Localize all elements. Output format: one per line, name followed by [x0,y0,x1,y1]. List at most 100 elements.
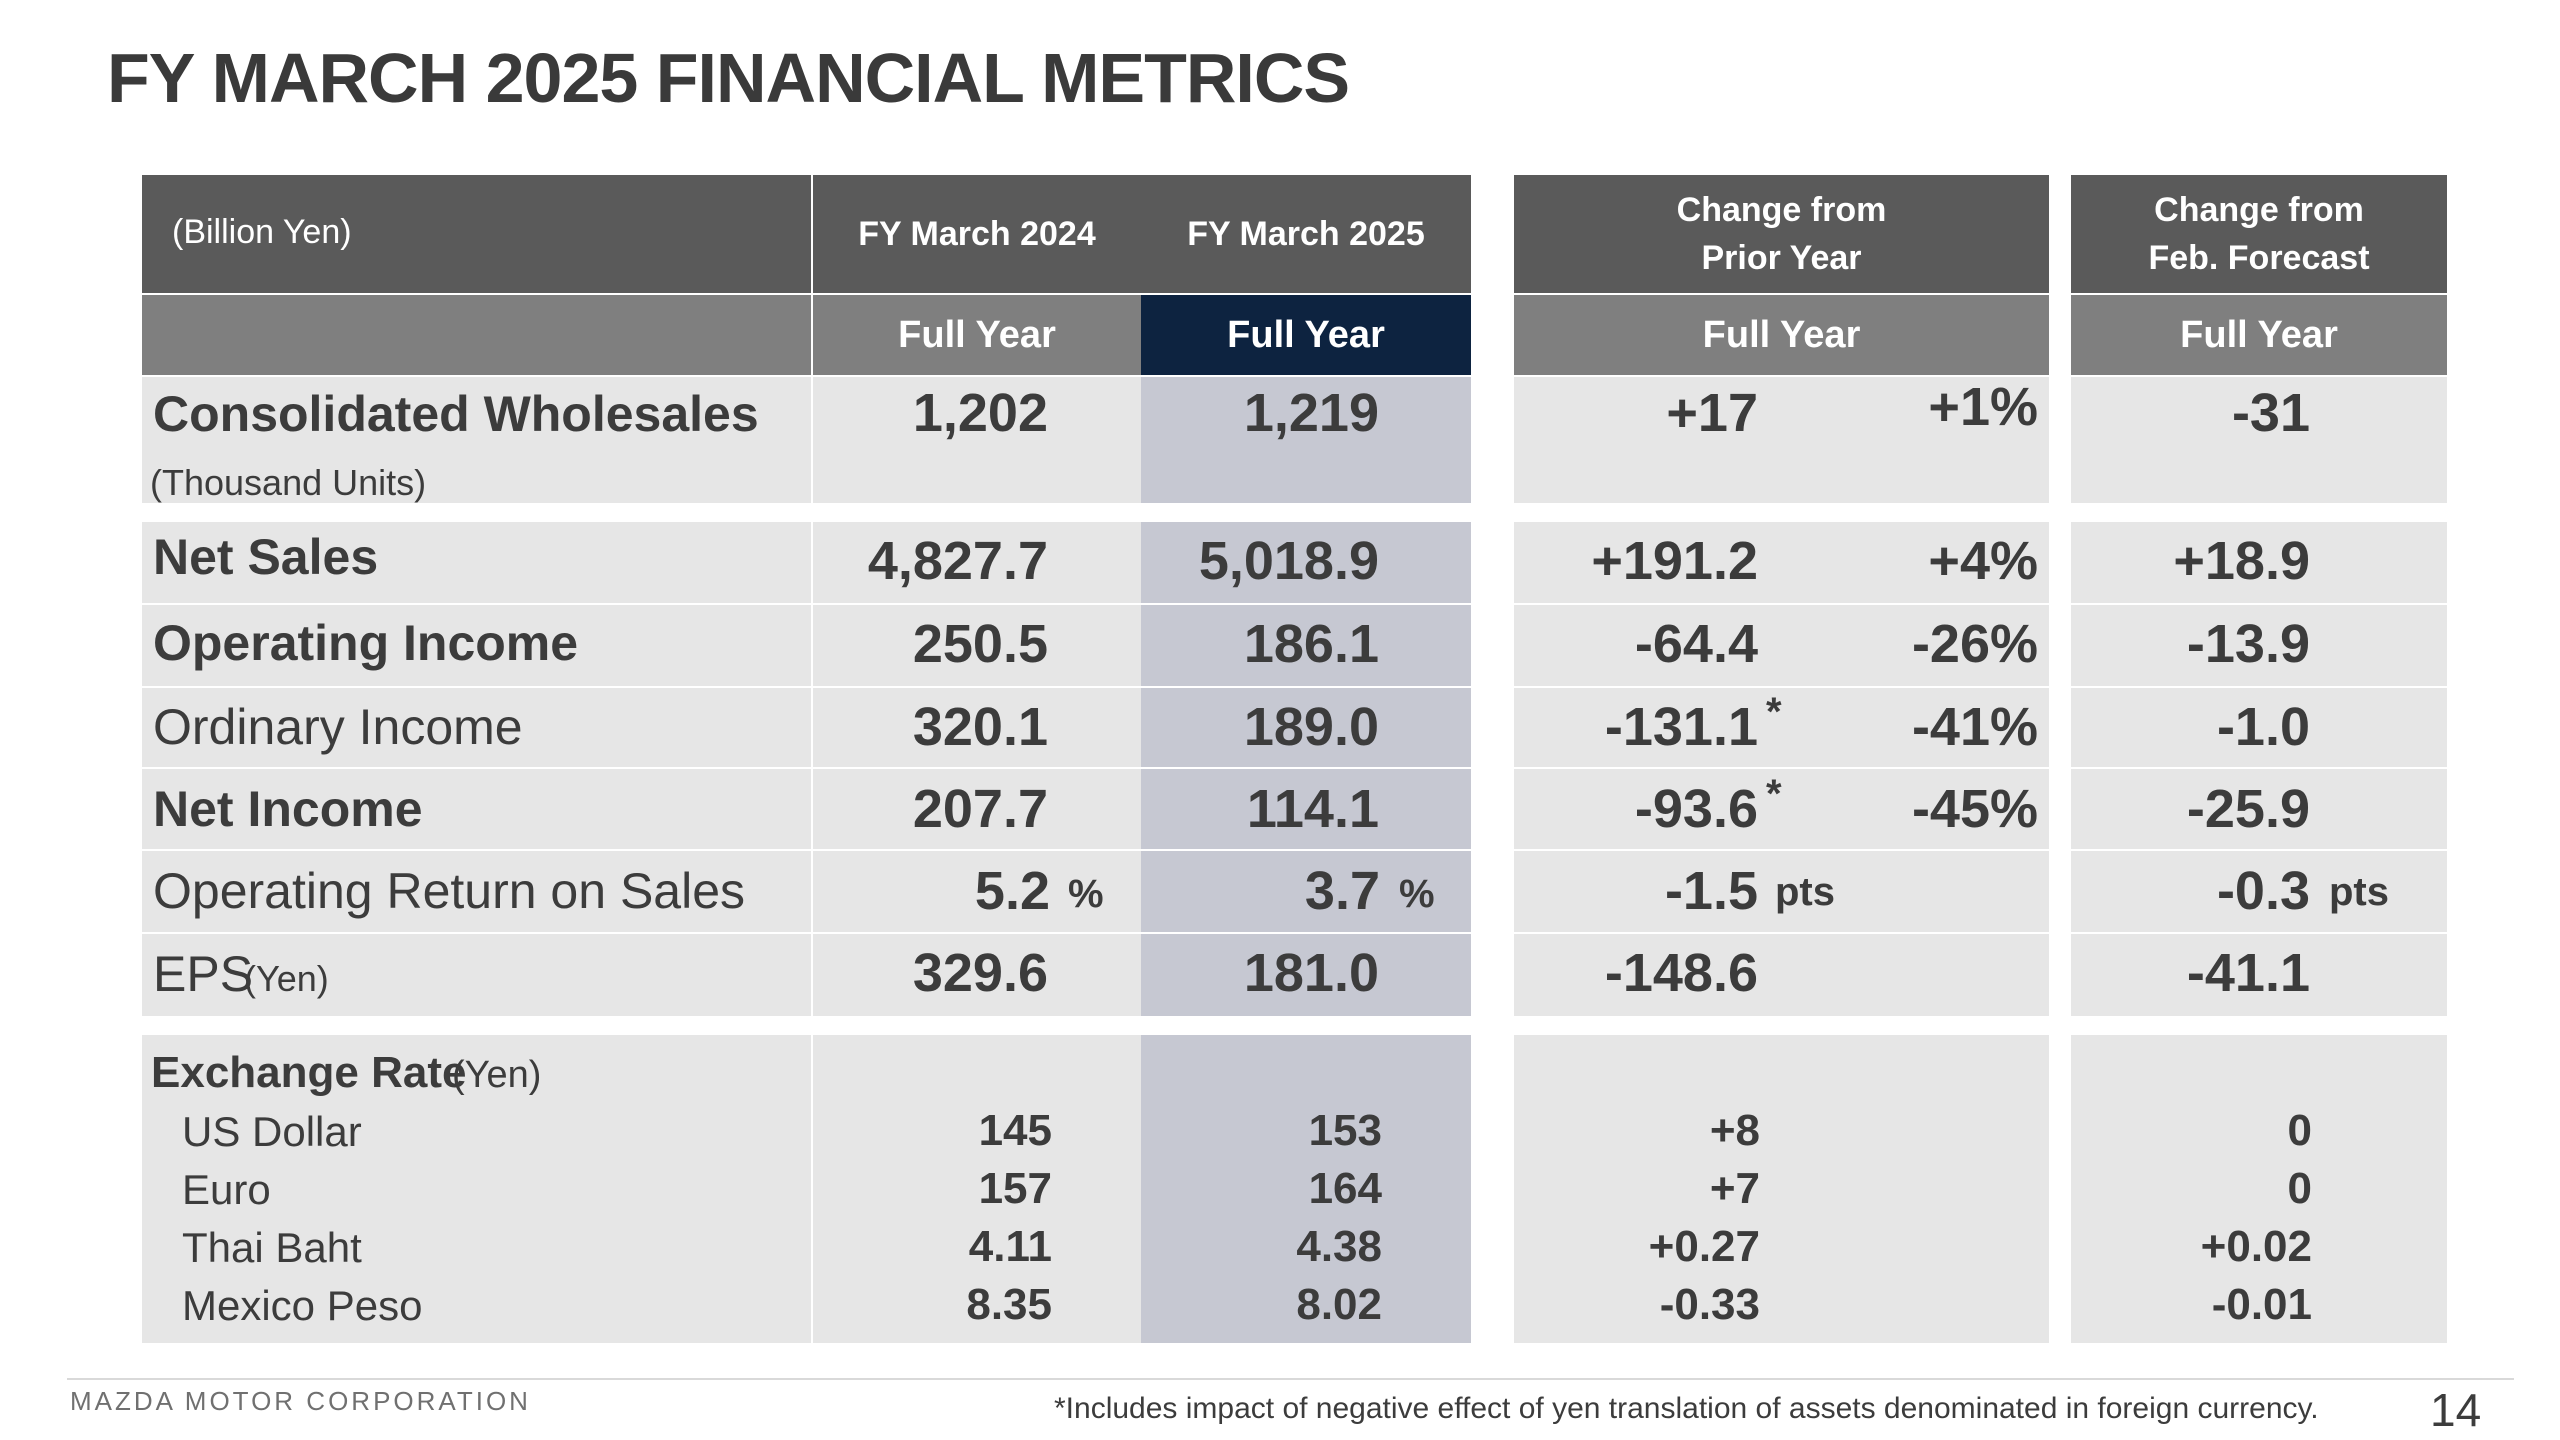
metric-label: Ordinary Income [153,699,523,755]
row-divider [1514,849,2447,851]
change-forecast-line2: Feb. Forecast [2148,239,2370,277]
exchange-unit: (Yen) [452,1054,542,1096]
wholesales-fy2025: 1,219 [1243,383,1379,443]
metric-fy2025: 114.1 [1246,779,1379,839]
wholesales-change: +17 [1666,383,1758,443]
page-title: FY MARCH 2025 FINANCIAL METRICS [107,39,1350,117]
currency-change: +7 [1709,1164,1760,1213]
wholesales-fy2024: 1,202 [912,383,1048,443]
percent-unit: % [1068,872,1104,916]
page-number: 14 [2430,1384,2482,1436]
wholesales-bg-forecast [2071,377,2447,503]
metric-change: -148.6 [1604,943,1758,1003]
metric-change-pct: -26% [1911,614,2038,674]
wholesales-change-pct: +1% [1928,377,2038,437]
metric-fy2024: 320.1 [912,697,1048,757]
metric-fy2024: 250.5 [912,614,1048,674]
fullyear-change-forecast: Full Year [2071,295,2447,375]
currency-fy2025: 153 [1308,1106,1382,1155]
metric-forecast: +18.9 [2173,531,2310,591]
change-prior-line2: Prior Year [1701,239,1862,277]
metric-fy2025: 186.1 [1243,614,1379,674]
metric-fy2025: 5,018.9 [1198,531,1379,591]
currency-forecast: 0 [2287,1106,2312,1155]
metric-change: +191.2 [1591,531,1758,591]
metric-change: -64.4 [1634,614,1758,674]
pts-unit: pts [2329,870,2389,914]
metric-change: -131.1 [1604,697,1758,757]
metric-change-pct: -41% [1911,697,2038,757]
currency-fy2024: 157 [978,1164,1052,1213]
metric-change: -1.5 [1664,861,1758,921]
header-change-forecast: Change from Feb. Forecast [2071,175,2447,293]
unit-label: (Billion Yen) [172,213,352,251]
exchange-bg-forecast [2071,1035,2447,1343]
row-divider [142,603,1471,605]
metric-label: Operating Return on Sales [153,863,746,919]
wholesales-label: Consolidated Wholesales [153,386,759,442]
change-forecast-line1: Change from [2154,191,2364,229]
metric-change-pct: -45% [1911,779,2038,839]
company-name: MAZDA MOTOR CORPORATION [70,1386,531,1416]
eps-unit: (Yen) [244,958,329,999]
pts-unit: pts [1775,870,1835,914]
header-fy2025: FY March 2025 [1141,175,1471,293]
footnote-marker: * [1766,690,1782,734]
currency-forecast: +0.02 [2200,1222,2312,1271]
exchange-label: Exchange Rate [151,1048,467,1097]
metric-fy2024: 207.7 [912,779,1048,839]
row-divider [1514,932,2447,934]
metric-change-pct: +4% [1928,531,2038,591]
currency-fy2025: 164 [1308,1164,1382,1213]
metric-label: Operating Income [153,615,579,671]
fullyear-fy2025: Full Year [1141,295,1471,375]
currency-change: +8 [1709,1106,1760,1155]
wholesales-forecast: -31 [2231,383,2310,443]
wholesales-bg-change [1514,377,2049,503]
header-unit-cell: (Billion Yen) [142,175,811,293]
wholesales-bg-fy2024 [811,377,1141,503]
footer-divider [67,1378,2514,1380]
metric-fy2025: 3.7 [1304,861,1380,921]
metric-fy2024: 329.6 [912,943,1048,1003]
metric-forecast: -0.3 [2216,861,2310,921]
metrics-bg-label [142,522,811,1016]
currency-name: US Dollar [182,1108,362,1155]
wholesales-bg-label [142,377,811,503]
metric-label: Net Income [153,781,423,837]
currency-name: Euro [182,1166,271,1213]
row-divider [142,686,1471,688]
metric-label: EPS [153,946,254,1002]
exchange-bg-fy2025 [1141,1035,1471,1343]
metric-change: -93.6 [1634,779,1758,839]
currency-change: +0.27 [1648,1222,1760,1271]
fullyear-change-prior: Full Year [1514,295,2049,375]
header-blank-cell [142,295,811,375]
metric-fy2024: 5.2 [974,861,1050,921]
row-divider [1514,686,2447,688]
currency-forecast: 0 [2287,1164,2312,1213]
footnote-marker: * [1766,772,1782,816]
row-divider [142,849,1471,851]
row-divider [142,932,1471,934]
currency-forecast: -0.01 [2211,1280,2312,1329]
metric-fy2025: 189.0 [1243,697,1379,757]
row-divider [142,767,1471,769]
metric-forecast: -41.1 [2186,943,2310,1003]
metric-forecast: -25.9 [2186,779,2310,839]
exchange-bg-change [1514,1035,2049,1343]
metric-forecast: -13.9 [2186,614,2310,674]
percent-unit: % [1399,872,1435,916]
currency-name: Mexico Peso [182,1282,423,1329]
wholesales-sublabel: (Thousand Units) [150,462,427,503]
header-change-prior: Change from Prior Year [1514,175,2049,293]
metric-forecast: -1.0 [2216,697,2310,757]
exchange-bg-label [142,1035,811,1343]
currency-fy2024: 4.11 [968,1222,1052,1271]
currency-name: Thai Baht [182,1224,362,1271]
metrics-bg-change [1514,522,2049,1016]
currency-fy2025: 4.38 [1296,1222,1382,1271]
currency-change: -0.33 [1659,1280,1760,1329]
currency-fy2024: 145 [978,1106,1052,1155]
row-divider [1514,767,2447,769]
